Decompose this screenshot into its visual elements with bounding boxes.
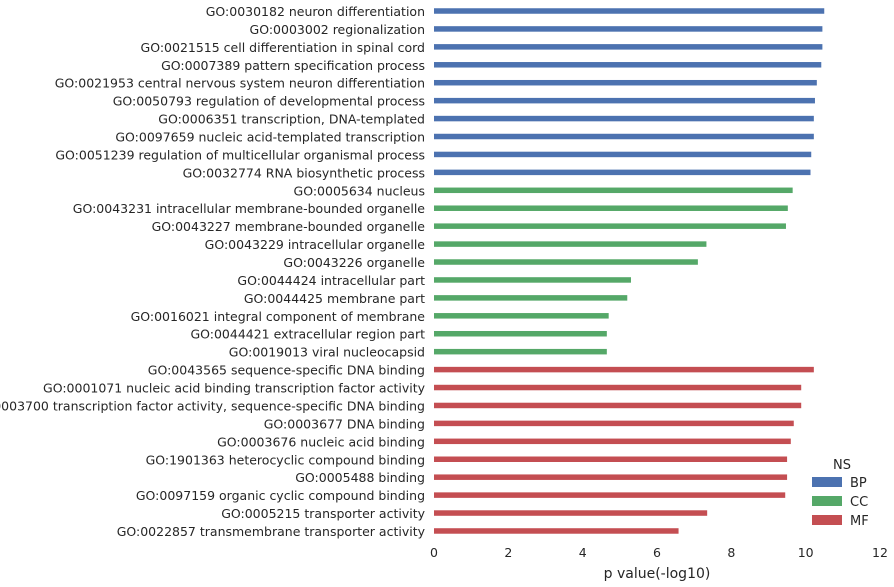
- bar-cc: [434, 205, 788, 211]
- bar-bp: [434, 26, 823, 32]
- bar-mf: [434, 492, 786, 498]
- category-label: GO:0043229 intracellular organelle: [205, 237, 426, 252]
- category-label: GO:0030182 neuron differentiation: [206, 4, 425, 19]
- bar-mf: [434, 384, 802, 391]
- category-label: GO:0016021 integral component of membran…: [131, 309, 426, 324]
- legend: NS BP CC MF: [812, 458, 869, 529]
- bar-cc: [434, 187, 793, 194]
- category-label: GO:0019013 viral nucleocapsid: [229, 345, 425, 360]
- category-labels: GO:0030182 neuron differentiation GO:0003…: [0, 4, 426, 539]
- bar-bp: [434, 8, 825, 14]
- bar-cc: [434, 259, 698, 265]
- x-tick-label: 0: [430, 545, 438, 560]
- legend-title: NS: [833, 458, 851, 473]
- category-label: GO:0003700 transcription factor activity…: [0, 398, 425, 413]
- bar-bp: [434, 115, 814, 122]
- category-label: GO:1901363 heterocyclic compound binding: [146, 452, 425, 467]
- category-label: GO:0006351 transcription, DNA-templated: [158, 112, 425, 127]
- category-label: GO:0044425 membrane part: [244, 291, 425, 306]
- category-label: GO:0050793 regulation of developmental p…: [113, 94, 425, 109]
- x-axis-ticks: 0 2 4 6 8 10 12: [430, 545, 888, 560]
- legend-label-bp: BP: [850, 476, 867, 491]
- category-label: GO:0043226 organelle: [283, 255, 425, 270]
- legend-swatch-bp: [812, 477, 842, 487]
- bar-mf: [434, 456, 788, 462]
- x-tick-label: 4: [579, 545, 587, 560]
- bar-bp: [434, 169, 811, 176]
- category-label: GO:0003677 DNA binding: [264, 416, 425, 431]
- bars-layer: [434, 8, 825, 534]
- bar-mf: [434, 366, 814, 373]
- category-label: GO:0097159 organic cyclic compound bindi…: [136, 488, 425, 503]
- category-label: GO:0043565 sequence-specific DNA binding: [148, 363, 425, 378]
- bar-cc: [434, 348, 607, 355]
- category-label: GO:0003676 nucleic acid binding: [217, 434, 425, 449]
- x-axis-title: p value(-log10): [604, 566, 711, 582]
- legend-entries: BP CC MF: [812, 476, 869, 529]
- x-tick-label: 6: [653, 545, 661, 560]
- category-label: GO:0001071 nucleic acid binding transcri…: [43, 381, 426, 396]
- bar-cc: [434, 223, 786, 229]
- bar-mf: [434, 528, 679, 534]
- bar-bp: [434, 79, 817, 86]
- category-label: GO:0021953 central nervous system neuron…: [55, 76, 425, 91]
- category-label: GO:0043227 membrane-bounded organelle: [152, 219, 426, 234]
- bar-mf: [434, 420, 794, 427]
- category-label: GO:0005488 binding: [295, 470, 425, 485]
- legend-label-mf: MF: [850, 514, 869, 529]
- category-label: GO:0021515 cell differentiation in spina…: [141, 40, 425, 55]
- category-label: GO:0044424 intracellular part: [237, 273, 425, 288]
- bar-cc: [434, 277, 631, 283]
- bar-cc: [434, 295, 628, 301]
- bar-mf: [434, 438, 791, 445]
- category-label: GO:0003002 regionalization: [250, 22, 425, 37]
- bar-bp: [434, 133, 814, 140]
- legend-swatch-cc: [812, 496, 842, 506]
- bar-mf: [434, 402, 802, 409]
- x-tick-label: 2: [504, 545, 512, 560]
- bar-mf: [434, 510, 708, 516]
- x-tick-label: 10: [798, 545, 814, 560]
- category-label: GO:0051239 regulation of multicellular o…: [55, 147, 425, 162]
- bar-bp: [434, 151, 812, 158]
- category-label: GO:0032774 RNA biosynthetic process: [183, 165, 425, 180]
- category-label: GO:0005634 nucleus: [294, 183, 425, 198]
- bar-cc: [434, 313, 609, 319]
- category-label: GO:0022857 transmembrane transporter act…: [117, 524, 426, 539]
- x-tick-label: 8: [727, 545, 735, 560]
- x-tick-label: 12: [872, 545, 888, 560]
- bar-mf: [434, 474, 788, 480]
- category-label: GO:0097659 nucleic acid-templated transc…: [115, 130, 425, 145]
- category-label: GO:0005215 transporter activity: [221, 506, 425, 521]
- bar-cc: [434, 241, 707, 247]
- bar-bp: [434, 62, 822, 68]
- category-label: GO:0007389 pattern specification process: [161, 58, 425, 73]
- category-label: GO:0044421 extracellular region part: [190, 327, 425, 342]
- category-label: GO:0043231 intracellular membrane-bounde…: [73, 201, 426, 216]
- bar-cc: [434, 330, 607, 337]
- bar-bp: [434, 97, 815, 104]
- legend-swatch-mf: [812, 515, 842, 525]
- legend-label-cc: CC: [850, 495, 868, 510]
- bar-bp: [434, 44, 823, 50]
